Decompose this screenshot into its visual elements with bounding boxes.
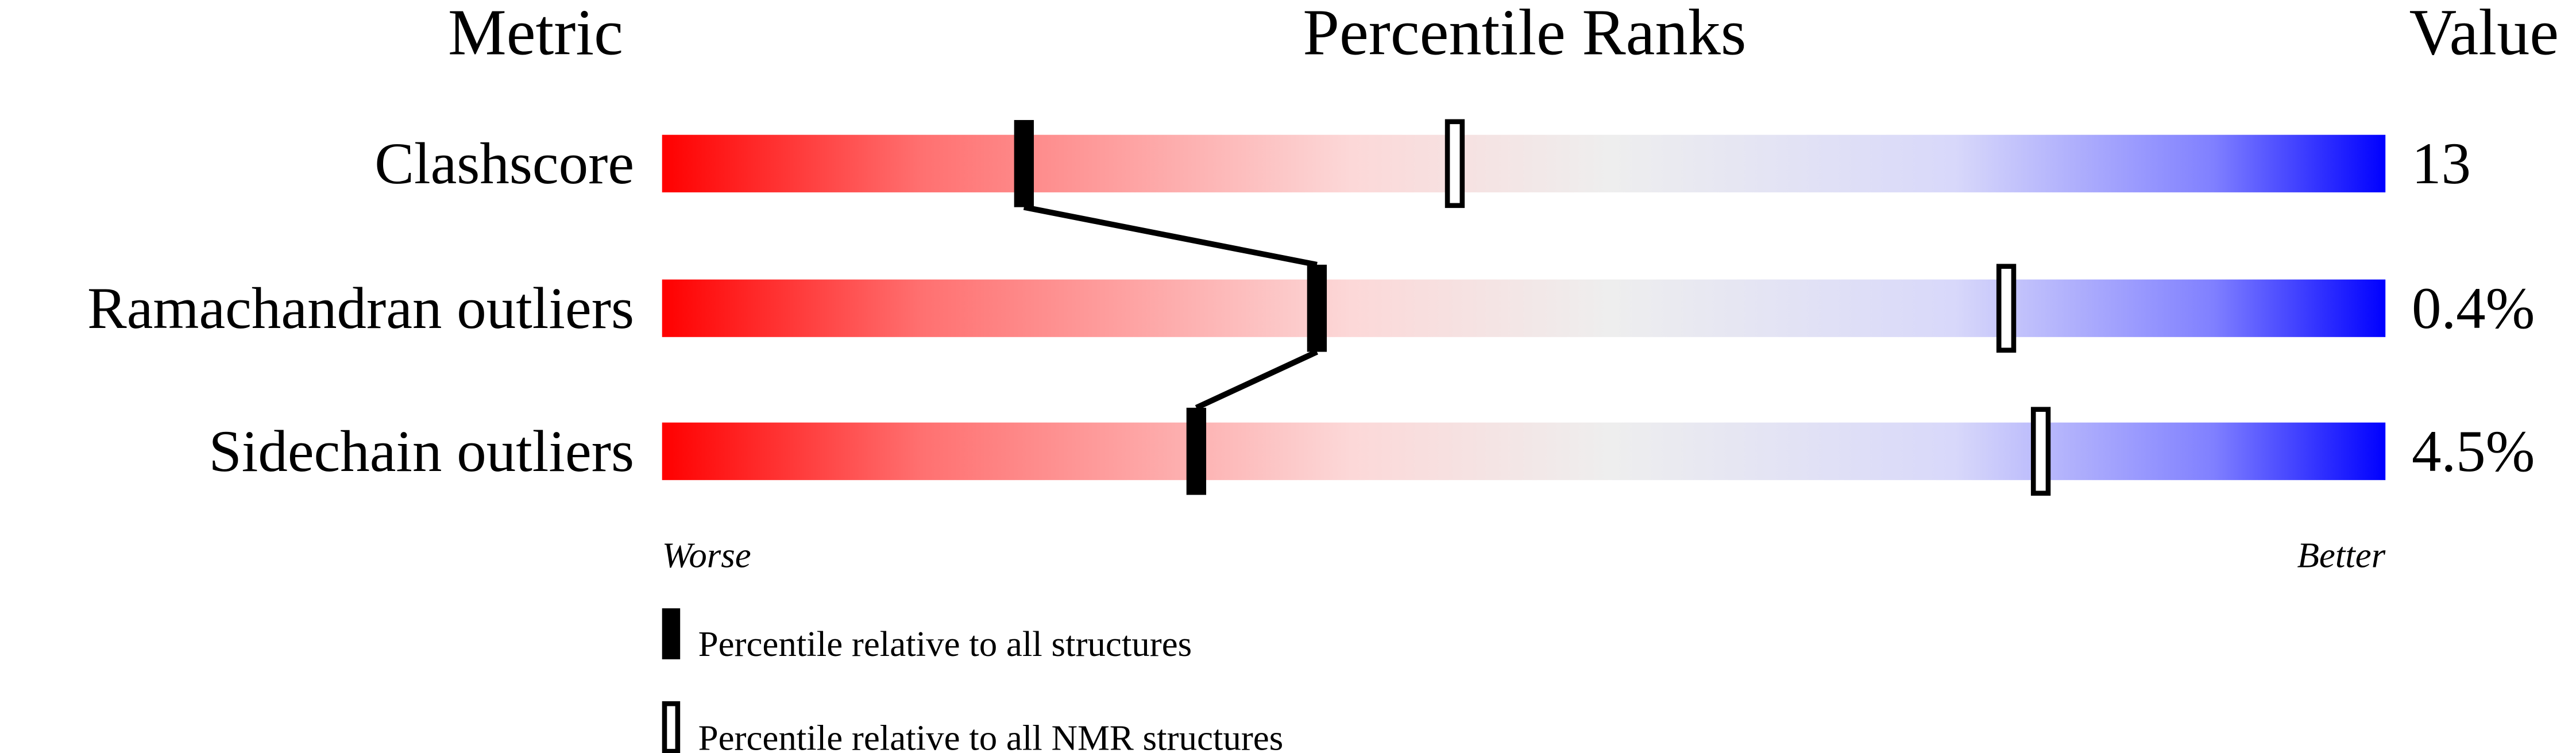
metric-value: 13 xyxy=(2412,131,2471,196)
metric-value: 0.4% xyxy=(2412,276,2535,341)
metric-label: Sidechain outliers xyxy=(208,419,634,484)
marker-all-percentile xyxy=(1014,119,1034,207)
legend-all-label: Percentile relative to all structures xyxy=(698,624,1192,664)
connector-line xyxy=(1195,349,1319,411)
worse-label: Worse xyxy=(662,535,751,576)
header-metric: Metric xyxy=(448,0,623,68)
header-percentile-ranks: Percentile Ranks xyxy=(1303,0,1746,68)
metric-value: 4.5% xyxy=(2412,419,2535,484)
better-label: Better xyxy=(2297,535,2385,576)
header-value: Value xyxy=(2409,0,2559,68)
legend-all-marker xyxy=(662,608,681,659)
marker-all-percentile xyxy=(1307,264,1327,352)
legend-nmr-label: Percentile relative to all NMR structure… xyxy=(698,717,1284,753)
connector-line xyxy=(1023,204,1318,268)
percentile-bar xyxy=(662,134,2386,192)
metric-label: Clashscore xyxy=(374,131,634,196)
marker-nmr-percentile xyxy=(1996,264,2017,353)
marker-all-percentile xyxy=(1186,407,1207,495)
metric-label: Ramachandran outliers xyxy=(87,276,634,341)
marker-nmr-percentile xyxy=(1445,119,1465,208)
legend-nmr-marker xyxy=(662,701,681,753)
percentile-bar xyxy=(662,422,2386,480)
marker-nmr-percentile xyxy=(2030,407,2051,496)
percentile-bar xyxy=(662,279,2386,337)
